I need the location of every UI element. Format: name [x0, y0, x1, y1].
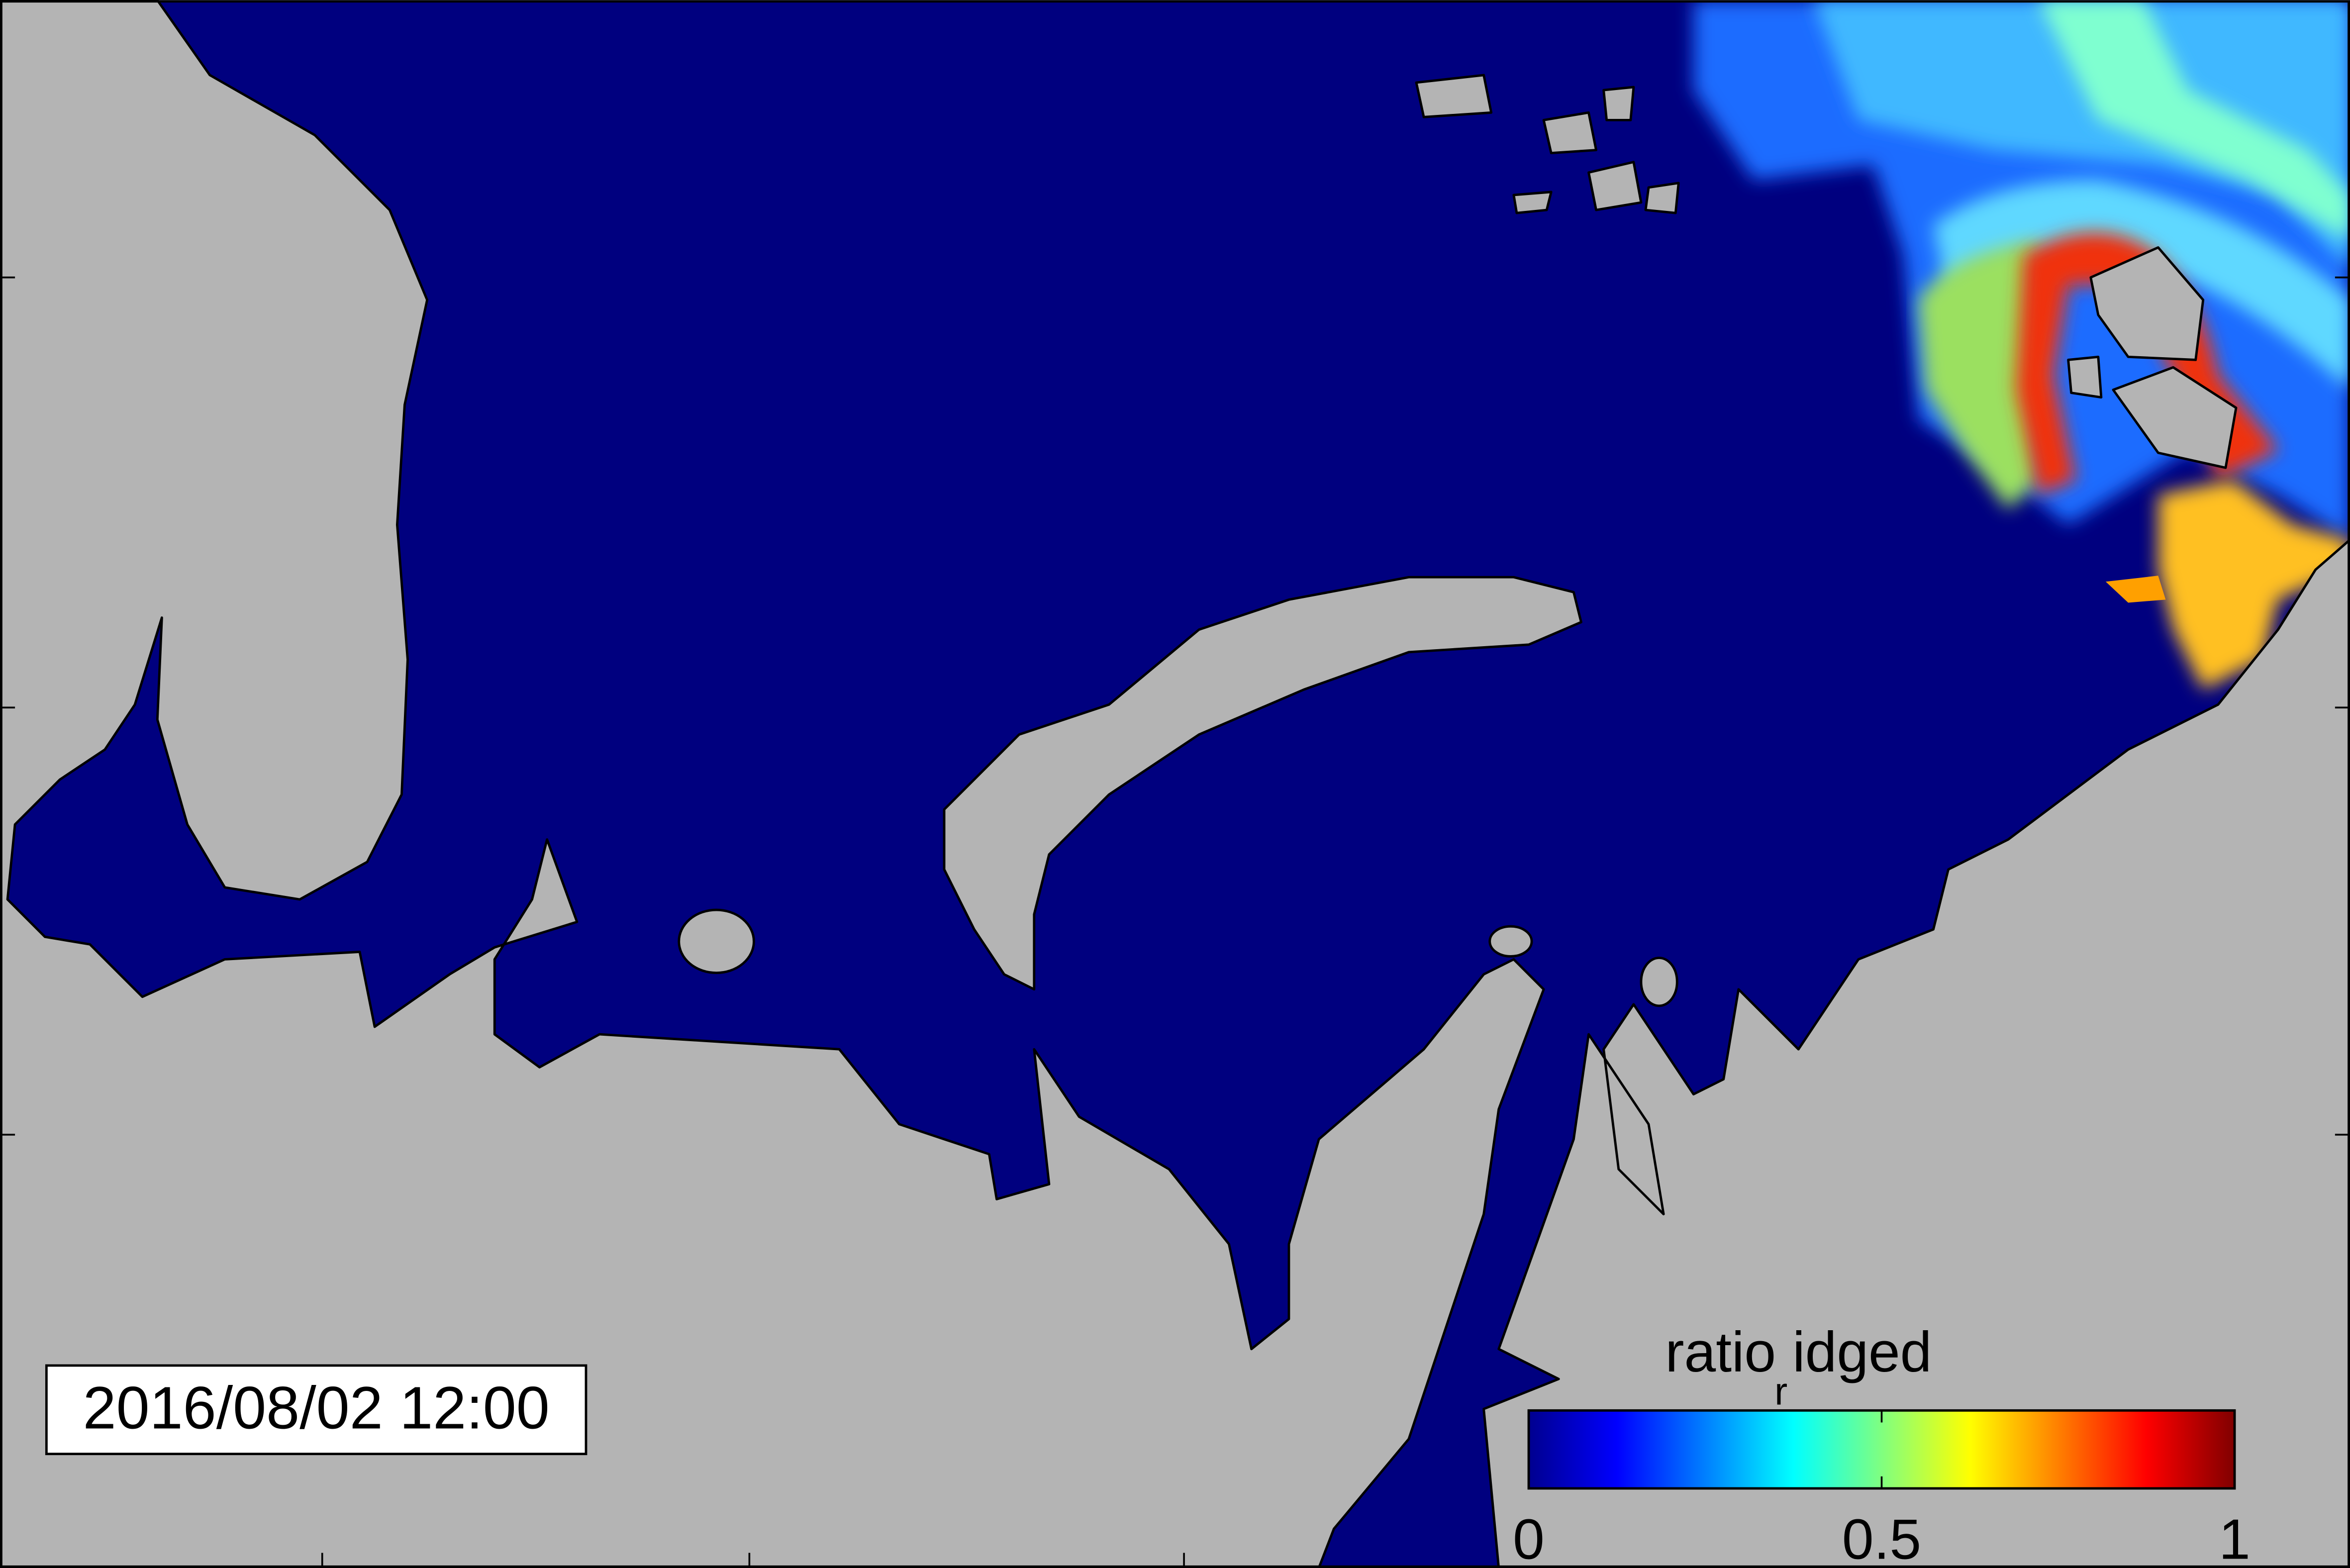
colorbar-tick-label: 0.5 — [1842, 1508, 1921, 1568]
colorbar-label: idged — [1792, 1320, 1932, 1384]
timestamp-box — [45, 1364, 588, 1456]
colorbar — [1527, 1409, 2236, 1490]
colorbar-tick-label: 1 — [2219, 1508, 2251, 1568]
colorbar-label-subscript: r — [1774, 1369, 1787, 1413]
colorbar-tick-label: 0 — [1513, 1508, 1545, 1568]
colorbar-label: ratio — [1665, 1320, 1776, 1384]
timestamp: 2016/08/02 12:00 — [83, 1374, 550, 1441]
axis-ticks — [0, 276, 2350, 1568]
